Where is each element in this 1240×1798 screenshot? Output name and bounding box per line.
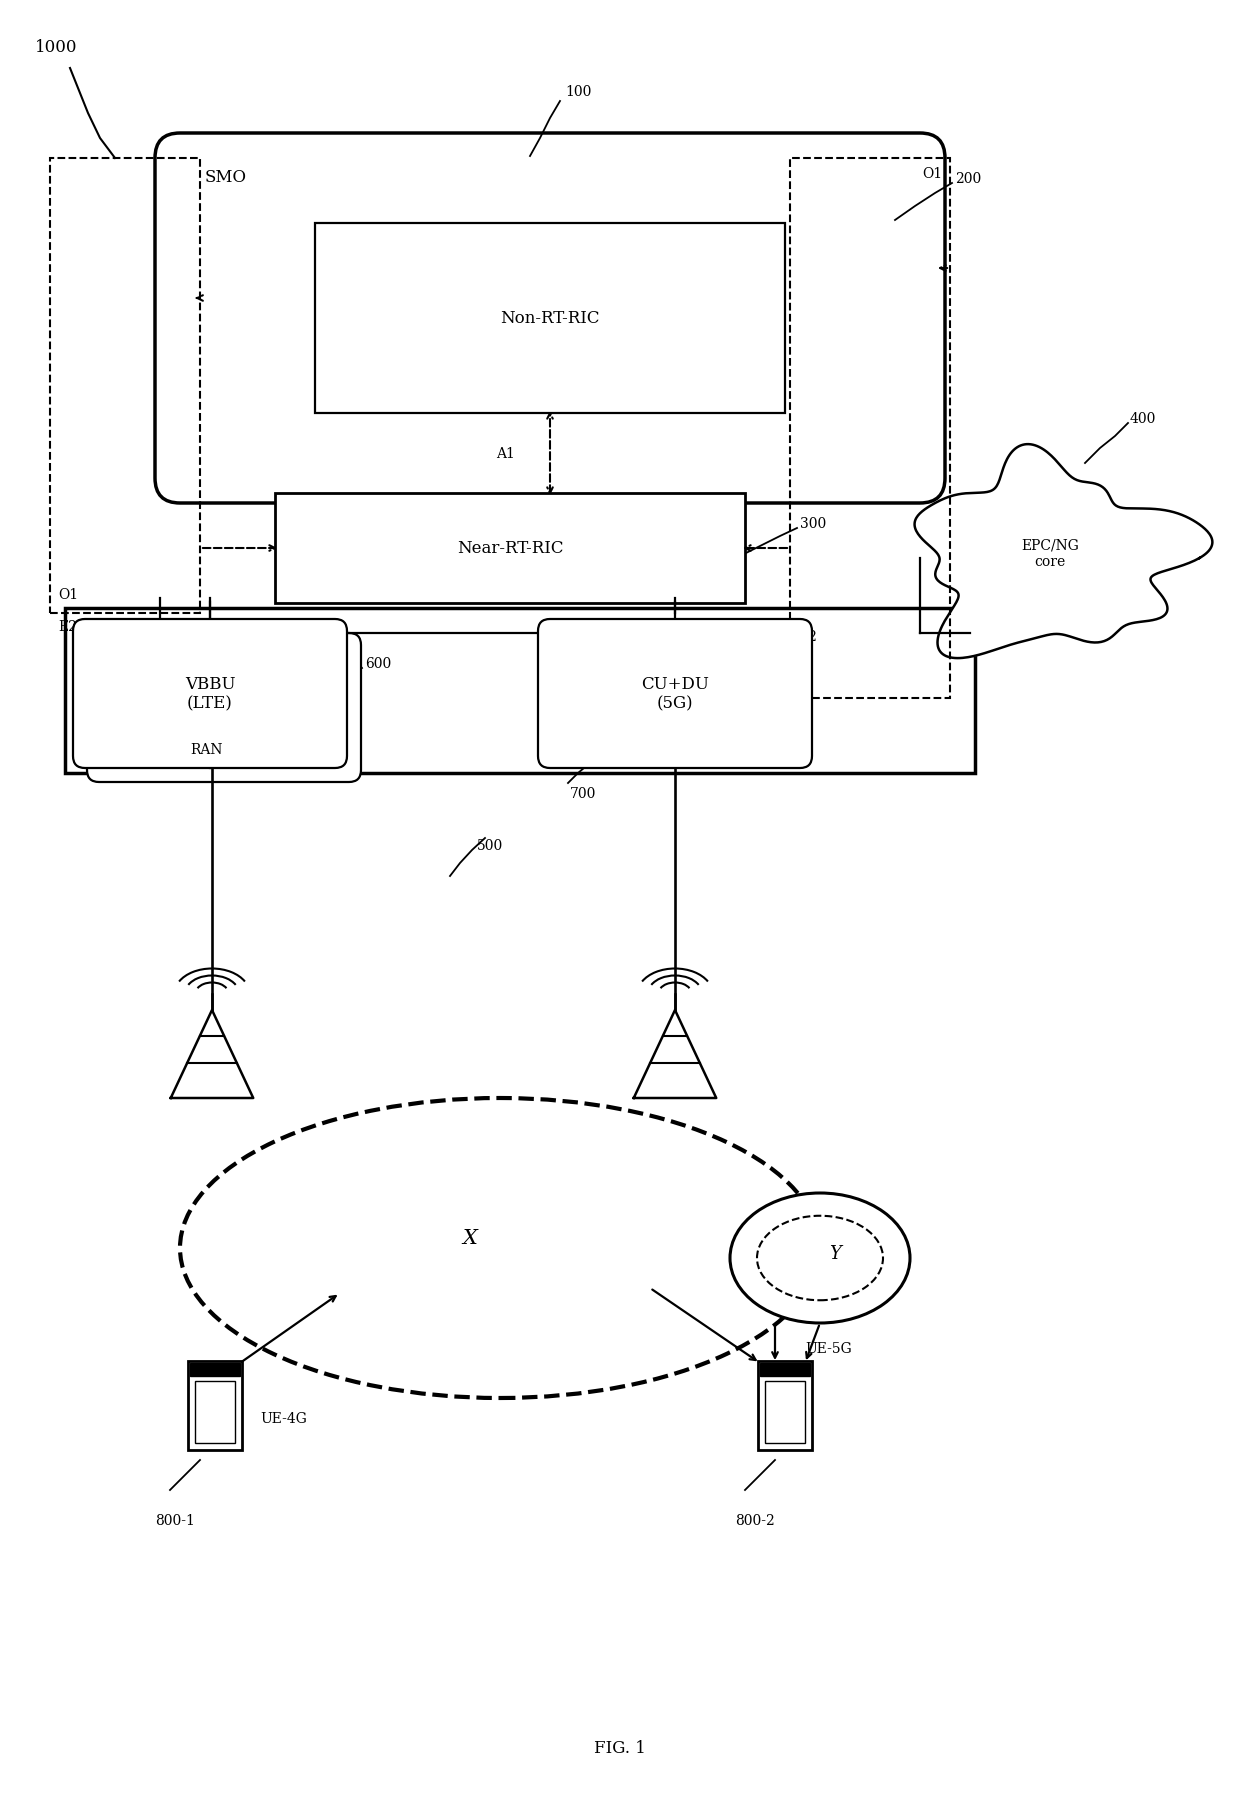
Text: EPC/NG
core: EPC/NG core — [1021, 539, 1079, 568]
Ellipse shape — [730, 1194, 910, 1323]
FancyBboxPatch shape — [275, 494, 745, 604]
Text: 100: 100 — [565, 85, 591, 99]
Polygon shape — [171, 1010, 253, 1099]
Text: O1: O1 — [58, 588, 78, 602]
Text: CU+DU
(5G): CU+DU (5G) — [641, 676, 709, 712]
Text: 700: 700 — [570, 786, 596, 800]
Text: 200: 200 — [955, 173, 981, 185]
Polygon shape — [915, 444, 1213, 658]
Text: Non-RT-RIC: Non-RT-RIC — [500, 311, 600, 327]
Text: O1: O1 — [921, 167, 942, 182]
Text: E2: E2 — [799, 629, 817, 644]
Text: 400: 400 — [1130, 412, 1157, 426]
Text: 800-1: 800-1 — [155, 1514, 195, 1527]
FancyBboxPatch shape — [758, 1361, 812, 1451]
FancyBboxPatch shape — [190, 1363, 241, 1375]
FancyBboxPatch shape — [760, 1363, 810, 1375]
Text: Near-RT-RIC: Near-RT-RIC — [456, 539, 563, 557]
Bar — [790, 158, 950, 699]
Text: A1: A1 — [496, 446, 515, 460]
Text: Y: Y — [830, 1244, 841, 1262]
FancyBboxPatch shape — [538, 620, 812, 768]
Text: 500: 500 — [477, 838, 503, 852]
Text: 800-2: 800-2 — [735, 1514, 775, 1527]
FancyBboxPatch shape — [64, 610, 975, 773]
Text: 1000: 1000 — [35, 40, 77, 56]
Text: 300: 300 — [800, 516, 826, 530]
FancyBboxPatch shape — [188, 1361, 242, 1451]
FancyBboxPatch shape — [195, 1381, 236, 1444]
Text: 600: 600 — [365, 656, 392, 671]
FancyBboxPatch shape — [155, 133, 945, 503]
Text: E2: E2 — [58, 620, 77, 633]
Text: X: X — [463, 1228, 477, 1248]
Text: SMO: SMO — [205, 169, 247, 185]
Text: UE-5G: UE-5G — [805, 1341, 852, 1356]
Polygon shape — [634, 1010, 717, 1099]
Text: RAN: RAN — [190, 743, 222, 757]
FancyBboxPatch shape — [315, 225, 785, 414]
FancyBboxPatch shape — [73, 620, 347, 768]
Bar — [50, 158, 200, 613]
FancyBboxPatch shape — [765, 1381, 805, 1444]
Text: VBBU
(LTE): VBBU (LTE) — [185, 676, 236, 712]
Text: FIG. 1: FIG. 1 — [594, 1739, 646, 1757]
FancyBboxPatch shape — [87, 633, 361, 782]
Text: UE-4G: UE-4G — [260, 1411, 306, 1426]
